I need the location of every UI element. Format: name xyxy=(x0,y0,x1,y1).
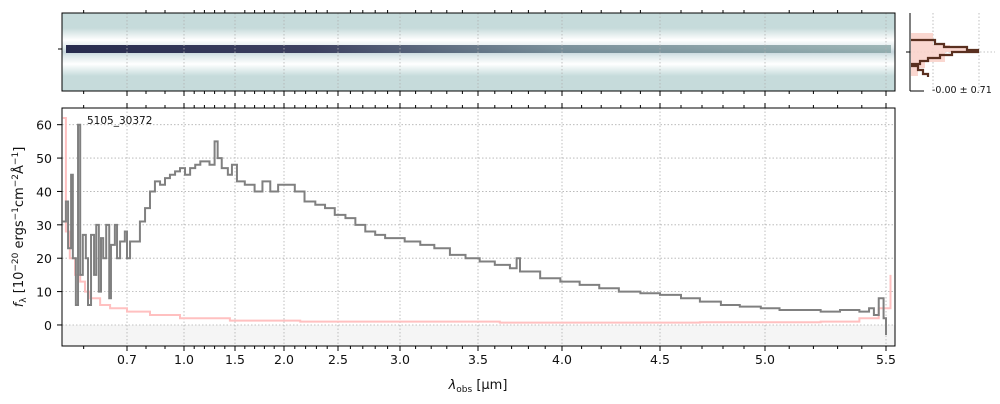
y-tick-label: 40 xyxy=(36,184,52,199)
y-tick-label: 0 xyxy=(44,318,52,333)
x-tick-label: 2.5 xyxy=(328,352,348,367)
x-tick-label: 1.5 xyxy=(225,352,245,367)
2d-spectrum-trace xyxy=(66,45,891,53)
y-tick-label: 50 xyxy=(36,151,52,166)
y-tick-label: 10 xyxy=(36,285,52,300)
x-tick-label: 3.0 xyxy=(390,352,410,367)
y-tick-label: 60 xyxy=(36,118,52,133)
2d-spectrum-panel xyxy=(58,12,896,92)
x-tick-label: 4.0 xyxy=(552,352,572,367)
histogram-steps xyxy=(911,38,980,77)
x-tick-label: 0.7 xyxy=(117,352,137,367)
negative-flux-shade xyxy=(62,324,895,346)
x-tick-label: 4.5 xyxy=(650,352,670,367)
flux-series-line xyxy=(62,123,887,335)
x-tick-label: 2.0 xyxy=(274,352,294,367)
y-tick-label: 20 xyxy=(36,251,52,266)
y-axis-label: fλ [10−20 ergs−1cm−2Å−1] xyxy=(11,147,29,308)
x-tick-label: 5.0 xyxy=(755,352,775,367)
main-plot-frame xyxy=(61,107,896,347)
y-tick-label: 30 xyxy=(36,218,52,233)
x-axis-label: λobs [μm] xyxy=(448,378,508,395)
profile-histogram-panel: -0.00 ± 0.71 xyxy=(906,13,995,96)
main-spectrum-panel: 0.7 1.0 1.5 2.0 2.5 3.0 3.5 4.0 4.5 5.0 5.5 0 10 20 30… xyxy=(11,10,896,395)
histogram-annotation: -0.00 ± 0.71 xyxy=(932,85,992,96)
object-id-label: 5105_30372 xyxy=(87,115,152,127)
x-tick-label: 1.0 xyxy=(174,352,194,367)
x-tick-label: 3.5 xyxy=(468,352,488,367)
x-tick-label: 5.5 xyxy=(876,352,896,367)
